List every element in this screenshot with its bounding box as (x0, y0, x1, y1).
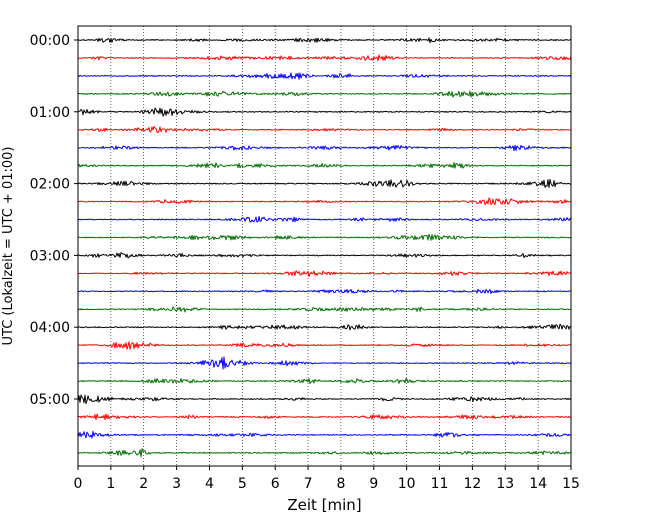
trace-0 (77, 37, 572, 44)
seismic-traces (77, 37, 572, 458)
y-tick-label-1: 01:00 (30, 105, 70, 121)
plot-frame (77, 25, 572, 467)
x-tick-label-6: 6 (271, 476, 280, 492)
grid-lines (110, 26, 539, 466)
trace-18 (77, 356, 572, 370)
trace-2 (77, 72, 572, 80)
trace-17 (77, 341, 572, 350)
trace-14 (77, 288, 572, 295)
trace-21 (77, 413, 572, 421)
trace-23 (77, 448, 572, 458)
x-tick-label-7: 7 (304, 476, 313, 492)
trace-16 (77, 323, 572, 331)
y-tick-label-3: 03:00 (30, 248, 70, 264)
x-tick-label-12: 12 (463, 476, 481, 492)
x-tick-label-13: 13 (496, 476, 514, 492)
y-tick-label-4: 04:00 (30, 320, 70, 336)
trace-19 (77, 378, 572, 385)
trace-4 (77, 107, 572, 117)
x-tick-label-9: 9 (369, 476, 378, 492)
trace-8 (77, 178, 572, 189)
trace-11 (77, 233, 572, 241)
x-tick-label-5: 5 (238, 476, 247, 492)
y-tick-label-5: 05:00 (30, 392, 70, 408)
y-tick-label-0: 00:00 (30, 33, 70, 49)
x-tick-label-3: 3 (172, 476, 181, 492)
trace-6 (77, 144, 572, 152)
trace-7 (77, 162, 572, 169)
x-tick-label-10: 10 (398, 476, 416, 492)
y-axis-label: UTC (Lokalzeit = UTC + 01:00) (1, 147, 16, 346)
y-tick-label-2: 02:00 (30, 177, 70, 193)
trace-15 (77, 306, 572, 313)
trace-10 (77, 215, 572, 223)
trace-20 (77, 394, 572, 405)
x-tick-label-1: 1 (106, 476, 115, 492)
x-tick-label-4: 4 (205, 476, 214, 492)
x-tick-label-14: 14 (529, 476, 547, 492)
x-tick-label-2: 2 (139, 476, 148, 492)
x-axis-label: Zeit [min] (287, 496, 361, 514)
trace-3 (77, 90, 572, 98)
trace-1 (77, 54, 572, 62)
trace-5 (77, 126, 572, 134)
x-tick-label-0: 0 (74, 476, 83, 492)
trace-9 (77, 197, 572, 206)
trace-22 (77, 430, 572, 439)
x-tick-label-8: 8 (336, 476, 345, 492)
trace-12 (77, 252, 572, 259)
x-tick-label-15: 15 (562, 476, 580, 492)
x-tick-label-11: 11 (431, 476, 449, 492)
trace-13 (77, 270, 572, 278)
y-axis-ticks: 00:00 01:00 02:00 03:00 04:00 05:00 (30, 33, 78, 408)
x-axis-ticks: 0 1 2 3 4 5 6 7 8 9 10 11 12 13 14 15 (74, 466, 580, 492)
